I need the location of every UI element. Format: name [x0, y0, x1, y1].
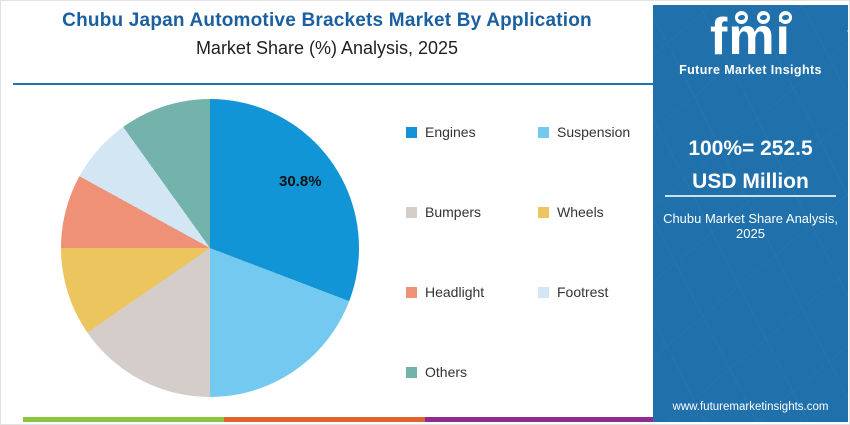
fmi-wordmark: fmi: [710, 8, 791, 66]
legend-label: Engines: [425, 124, 476, 140]
legend-swatch-icon: [406, 126, 417, 138]
legend-item-others: Others: [406, 363, 538, 381]
legend-item-suspension: Suspension: [538, 123, 630, 141]
footer-color-bar: [23, 417, 653, 422]
legend-swatch-icon: [406, 286, 417, 298]
panel-divider: [665, 195, 836, 197]
legend-label: Headlight: [425, 284, 485, 300]
legend-swatch-icon: [538, 286, 549, 298]
fmi-tagline: Future Market Insights: [679, 62, 822, 77]
legend-swatch-icon: [538, 126, 549, 138]
pie-chart: 30.8%: [61, 99, 359, 397]
pie-slice-value-label: 30.8%: [279, 173, 322, 190]
legend-label: Bumpers: [425, 204, 482, 220]
legend-item-bumpers: Bumpers: [406, 203, 538, 221]
fmi-logo: fmi Future Market Insights: [653, 8, 848, 77]
legend-item-headlight: Headlight: [406, 283, 538, 301]
legend-swatch-icon: [538, 206, 549, 218]
legend-item-engines: Engines: [406, 123, 538, 141]
legend-label: Wheels: [557, 204, 604, 220]
legend-label: Footrest: [557, 284, 609, 300]
panel-caption: Chubu Market Share Analysis, 2025: [663, 211, 838, 241]
globe-icon: [779, 11, 792, 24]
page-subtitle: Market Share (%) Analysis, 2025: [195, 38, 459, 58]
legend-item-wheels: Wheels: [538, 203, 630, 221]
globe-icon: [735, 11, 748, 24]
page-title: Chubu Japan Automotive Brackets Market B…: [62, 10, 592, 31]
title-divider: [13, 83, 653, 85]
legend-label: Others: [425, 364, 468, 380]
chart-legend: Engines Suspension Bumpers Wheels Headli…: [406, 123, 630, 381]
legend-swatch-icon: [406, 366, 417, 378]
website-link[interactable]: www.futuremarketinsights.com: [672, 401, 829, 413]
brand-side-panel: fmi Future Market Insights 100%= 252.5 U…: [653, 5, 848, 422]
fmi-logo-globes: [679, 10, 848, 36]
legend-swatch-icon: [406, 206, 417, 218]
market-size-headline: 100%= 252.5 USD Million: [688, 137, 813, 193]
legend-item-footrest: Footrest: [538, 283, 630, 301]
globe-icon: [757, 11, 770, 24]
footer-bar-segment-purple: [425, 417, 653, 422]
footer-bar-segment-orange: [224, 417, 425, 422]
legend-label: Suspension: [557, 124, 631, 140]
footer-bar-segment-green: [23, 417, 224, 422]
